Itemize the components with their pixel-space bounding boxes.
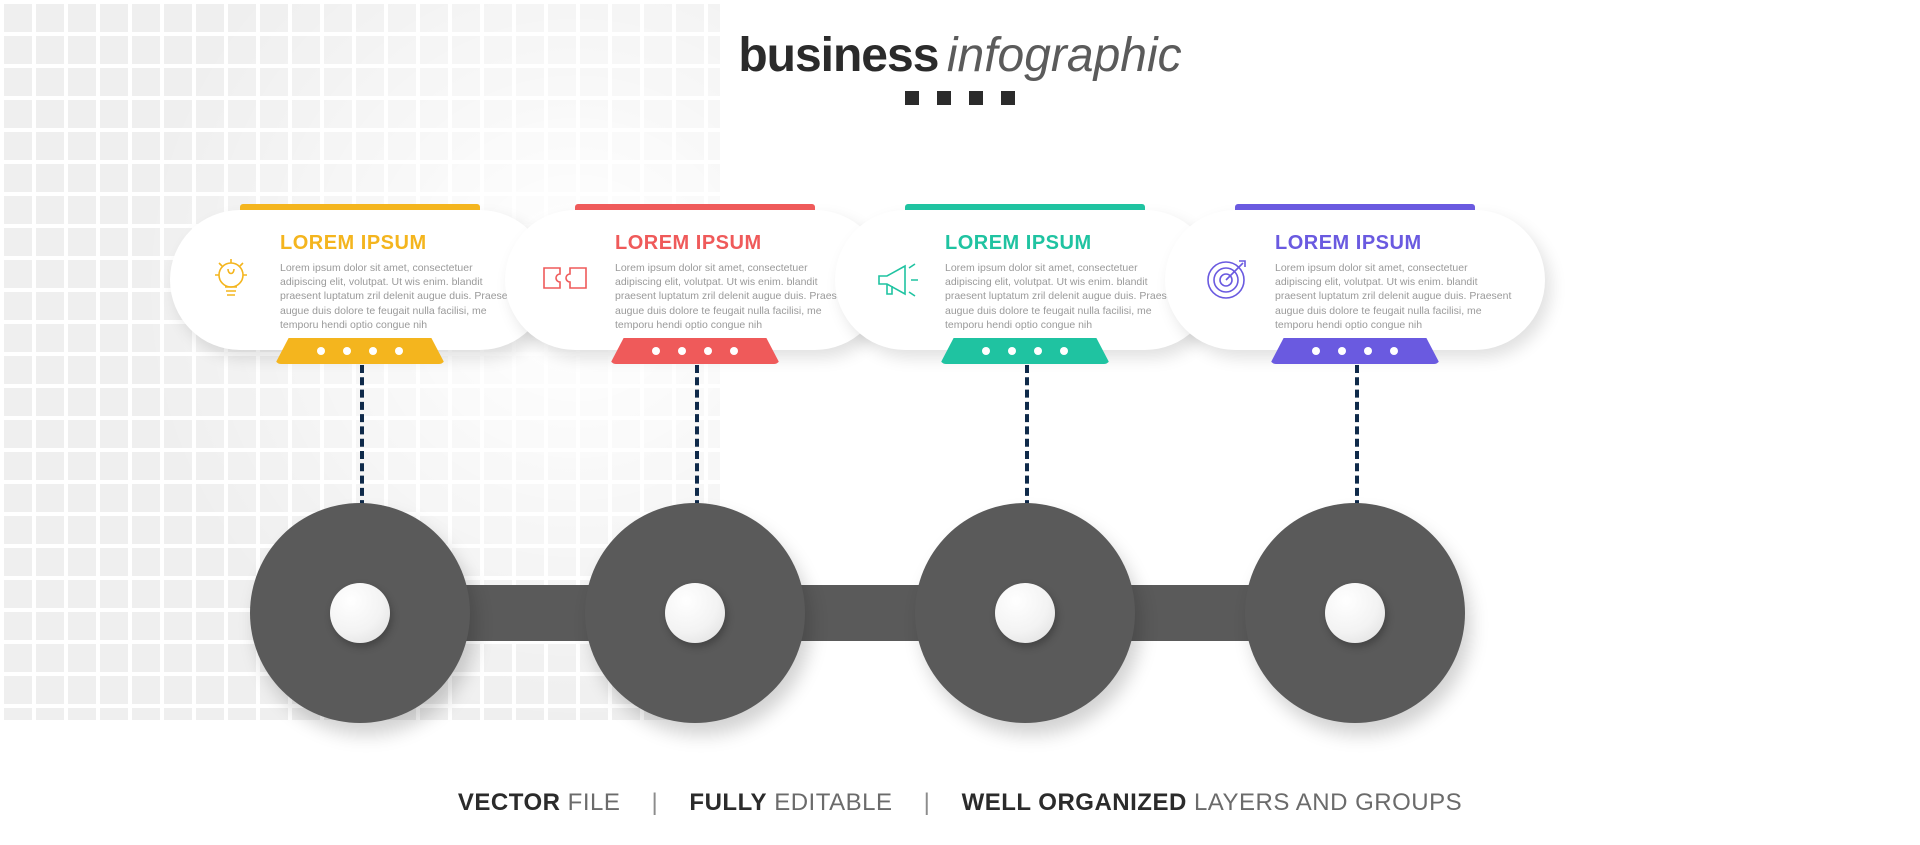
footer-bold: WELL ORGANIZED: [962, 789, 1187, 816]
step-card-2: LOREM IPSUM Lorem ipsum dolor sit amet, …: [505, 210, 885, 350]
card-topbar: [1235, 204, 1475, 210]
step-heading: LOREM IPSUM: [615, 232, 853, 255]
tab-dot: [730, 347, 738, 355]
lightbulb-icon: [204, 253, 258, 307]
megaphone-icon: [869, 253, 923, 307]
tab-dot: [982, 347, 990, 355]
step-heading: LOREM IPSUM: [1275, 232, 1513, 255]
footer-bold: VECTOR: [458, 789, 561, 816]
card-tab: [1270, 338, 1440, 364]
step-card-4: LOREM IPSUM Lorem ipsum dolor sit amet, …: [1165, 210, 1545, 350]
title-dot: [969, 91, 983, 105]
footer-light: EDITABLE: [774, 789, 892, 816]
tab-dot: [1008, 347, 1016, 355]
timeline-node-center: [995, 583, 1055, 643]
card-tab: [275, 338, 445, 364]
tab-dot: [1034, 347, 1042, 355]
timeline-node-center: [330, 583, 390, 643]
step-body: Lorem ipsum dolor sit amet, consectetuer…: [1275, 261, 1513, 332]
tab-dot: [678, 347, 686, 355]
step-body: Lorem ipsum dolor sit amet, consectetuer…: [945, 261, 1183, 332]
footer-light: FILE: [568, 789, 621, 816]
title-dots: [0, 91, 1920, 105]
card-topbar: [240, 204, 480, 210]
tab-dot: [317, 347, 325, 355]
tab-dot: [704, 347, 712, 355]
tab-dot: [395, 347, 403, 355]
footer-bold: FULLY: [689, 789, 767, 816]
tab-dot: [652, 347, 660, 355]
timeline-node-center: [665, 583, 725, 643]
infographic-stage: business infographic LOREM IPSUM Lorem i…: [0, 0, 1920, 845]
step-body: Lorem ipsum dolor sit amet, consectetuer…: [615, 261, 853, 332]
step-card-1: LOREM IPSUM Lorem ipsum dolor sit amet, …: [170, 210, 550, 350]
step-heading: LOREM IPSUM: [280, 232, 518, 255]
tab-dot: [1364, 347, 1372, 355]
puzzle-icon: [539, 253, 593, 307]
tab-dot: [1338, 347, 1346, 355]
footer-light: LAYERS AND GROUPS: [1194, 789, 1462, 816]
title-italic: infographic: [947, 29, 1182, 82]
footer-separator: |: [652, 789, 659, 816]
step-body: Lorem ipsum dolor sit amet, consectetuer…: [280, 261, 518, 332]
step-card-3: LOREM IPSUM Lorem ipsum dolor sit amet, …: [835, 210, 1215, 350]
tab-dot: [1312, 347, 1320, 355]
tab-dot: [369, 347, 377, 355]
timeline-track: [0, 495, 1920, 725]
timeline-node-center: [1325, 583, 1385, 643]
footer-separator: |: [924, 789, 931, 816]
step-heading: LOREM IPSUM: [945, 232, 1183, 255]
tab-dot: [343, 347, 351, 355]
title-dot: [905, 91, 919, 105]
footer-tagline: VECTOR FILE | FULLY EDITABLE | WELL ORGA…: [0, 789, 1920, 817]
title-bold: business: [738, 29, 938, 82]
card-topbar: [905, 204, 1145, 210]
card-tab: [940, 338, 1110, 364]
card-tab: [610, 338, 780, 364]
title-dot: [937, 91, 951, 105]
title: business infographic: [0, 28, 1920, 105]
tab-dot: [1060, 347, 1068, 355]
card-topbar: [575, 204, 815, 210]
target-icon: [1199, 253, 1253, 307]
tab-dot: [1390, 347, 1398, 355]
title-dot: [1001, 91, 1015, 105]
